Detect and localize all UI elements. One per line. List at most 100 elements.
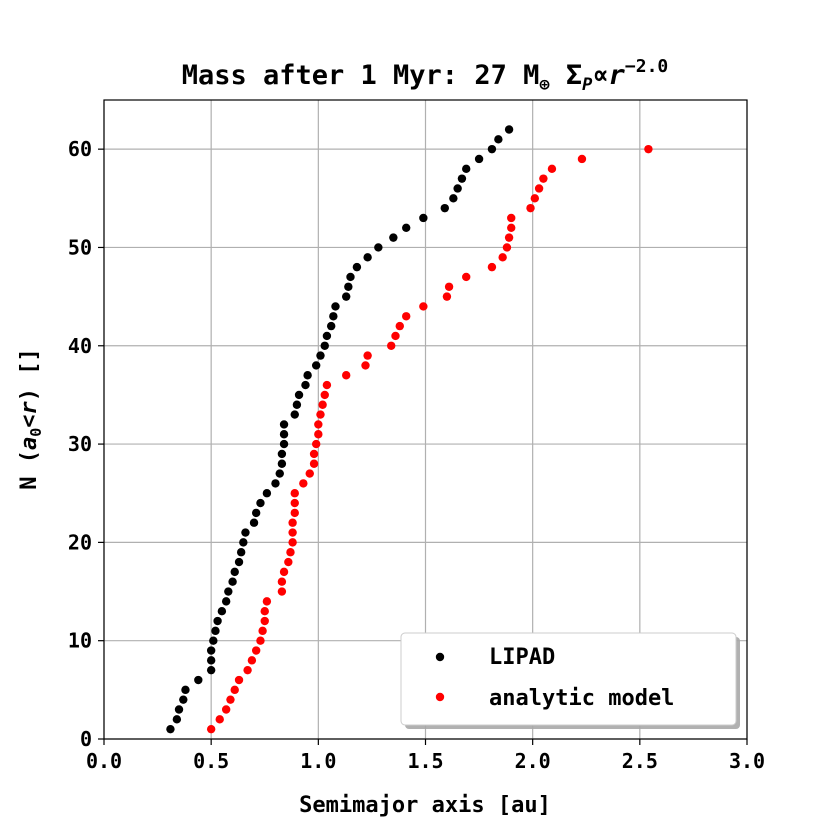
data-point-analytic-model	[260, 607, 269, 616]
data-point-analytic-model	[221, 705, 231, 714]
data-point-lipad	[279, 439, 289, 449]
data-point-lipad	[419, 213, 428, 223]
legend-label-lipad: LIPAD	[489, 645, 555, 670]
data-point-lipad	[453, 184, 462, 193]
data-points	[166, 125, 653, 734]
data-point-analytic-model	[442, 292, 452, 301]
data-point-analytic-model	[309, 459, 319, 468]
y-tick-label: 50	[68, 235, 92, 259]
data-point-analytic-model	[230, 685, 239, 695]
data-point-lipad	[251, 508, 261, 518]
data-point-analytic-model	[316, 410, 325, 419]
data-point-lipad	[172, 715, 182, 724]
data-point-analytic-model	[258, 626, 267, 636]
data-point-lipad	[504, 125, 514, 134]
data-point-analytic-model	[247, 656, 257, 665]
data-point-lipad	[211, 626, 220, 636]
data-point-analytic-model	[363, 351, 372, 360]
data-point-lipad	[206, 656, 216, 665]
data-point-lipad	[271, 479, 280, 488]
data-point-analytic-model	[444, 282, 454, 291]
data-point-lipad	[279, 420, 289, 429]
data-point-analytic-model	[530, 194, 540, 203]
data-point-analytic-model	[462, 272, 471, 282]
data-point-lipad	[363, 253, 372, 262]
data-point-analytic-model	[539, 174, 548, 183]
data-point-analytic-model	[288, 518, 297, 527]
data-point-lipad	[262, 489, 272, 498]
data-point-lipad	[346, 272, 355, 282]
data-point-lipad	[344, 282, 353, 291]
data-point-lipad	[474, 154, 484, 164]
y-tick-label: 20	[68, 530, 92, 554]
x-axis-label: Semimajor axis [au]	[299, 793, 551, 818]
y-tick-label: 40	[68, 334, 92, 358]
data-point-lipad	[329, 312, 338, 321]
y-tick-label: 0	[80, 727, 92, 751]
data-point-analytic-model	[402, 312, 411, 321]
data-point-lipad	[277, 449, 287, 459]
data-point-analytic-model	[318, 400, 327, 409]
data-point-analytic-model	[226, 695, 235, 704]
data-point-analytic-model	[288, 538, 297, 547]
data-point-analytic-model	[277, 587, 287, 596]
data-point-lipad	[326, 321, 336, 331]
data-point-lipad	[181, 685, 190, 695]
x-tick-label: 0.5	[193, 749, 229, 773]
y-tick-label: 60	[68, 137, 92, 161]
data-point-lipad	[179, 695, 188, 704]
data-point-lipad	[230, 567, 239, 577]
data-point-analytic-model	[260, 616, 269, 626]
data-point-analytic-model	[314, 420, 323, 429]
data-point-analytic-model	[243, 665, 252, 675]
data-point-analytic-model	[534, 184, 544, 193]
data-point-analytic-model	[361, 361, 370, 370]
data-point-analytic-model	[290, 489, 299, 498]
data-point-lipad	[374, 243, 383, 252]
data-point-analytic-model	[314, 430, 323, 439]
data-point-analytic-model	[507, 223, 516, 232]
data-point-analytic-model	[234, 675, 244, 685]
x-tick-label: 1.5	[407, 749, 443, 773]
y-tick-labels: 0 10 20 30 40 50 60	[68, 137, 92, 751]
data-point-analytic-model	[577, 154, 587, 164]
x-tick-label: 0.0	[86, 749, 122, 773]
data-point-analytic-model	[290, 508, 299, 518]
data-point-analytic-model	[286, 548, 295, 557]
data-point-analytic-model	[419, 302, 428, 311]
data-point-lipad	[234, 557, 244, 567]
data-point-lipad	[228, 577, 237, 586]
data-point-lipad	[277, 459, 287, 468]
data-point-lipad	[457, 174, 467, 183]
data-point-lipad	[279, 430, 289, 439]
data-point-analytic-model	[391, 331, 400, 341]
data-point-analytic-model	[395, 321, 404, 331]
data-point-lipad	[294, 390, 304, 400]
legend: LIPAD analytic model	[400, 632, 740, 729]
data-point-lipad	[213, 616, 222, 626]
data-point-analytic-model	[299, 479, 308, 488]
data-point-lipad	[256, 498, 265, 508]
data-point-lipad	[174, 705, 184, 714]
data-point-analytic-model	[322, 380, 332, 390]
data-point-lipad	[194, 675, 203, 685]
y-tick-label: 30	[68, 432, 92, 456]
data-point-lipad	[331, 302, 340, 311]
axis-ticks	[98, 148, 748, 745]
data-point-analytic-model	[487, 262, 497, 272]
data-point-analytic-model	[215, 715, 224, 724]
data-point-analytic-model	[305, 469, 314, 478]
data-point-lipad	[166, 724, 175, 734]
data-point-lipad	[352, 262, 362, 272]
data-point-lipad	[440, 203, 449, 213]
x-tick-label: 2.5	[622, 749, 658, 773]
chart-title: Mass after 1 Myr: 27 M⊕ ΣP∝r−2.0	[182, 56, 669, 95]
data-point-analytic-model	[206, 724, 216, 734]
data-point-analytic-model	[498, 253, 507, 262]
data-point-analytic-model	[288, 528, 297, 537]
data-point-analytic-model	[387, 341, 396, 350]
x-tick-label: 2.0	[515, 749, 551, 773]
legend-box	[400, 632, 737, 726]
x-tick-label: 1.0	[300, 749, 336, 773]
